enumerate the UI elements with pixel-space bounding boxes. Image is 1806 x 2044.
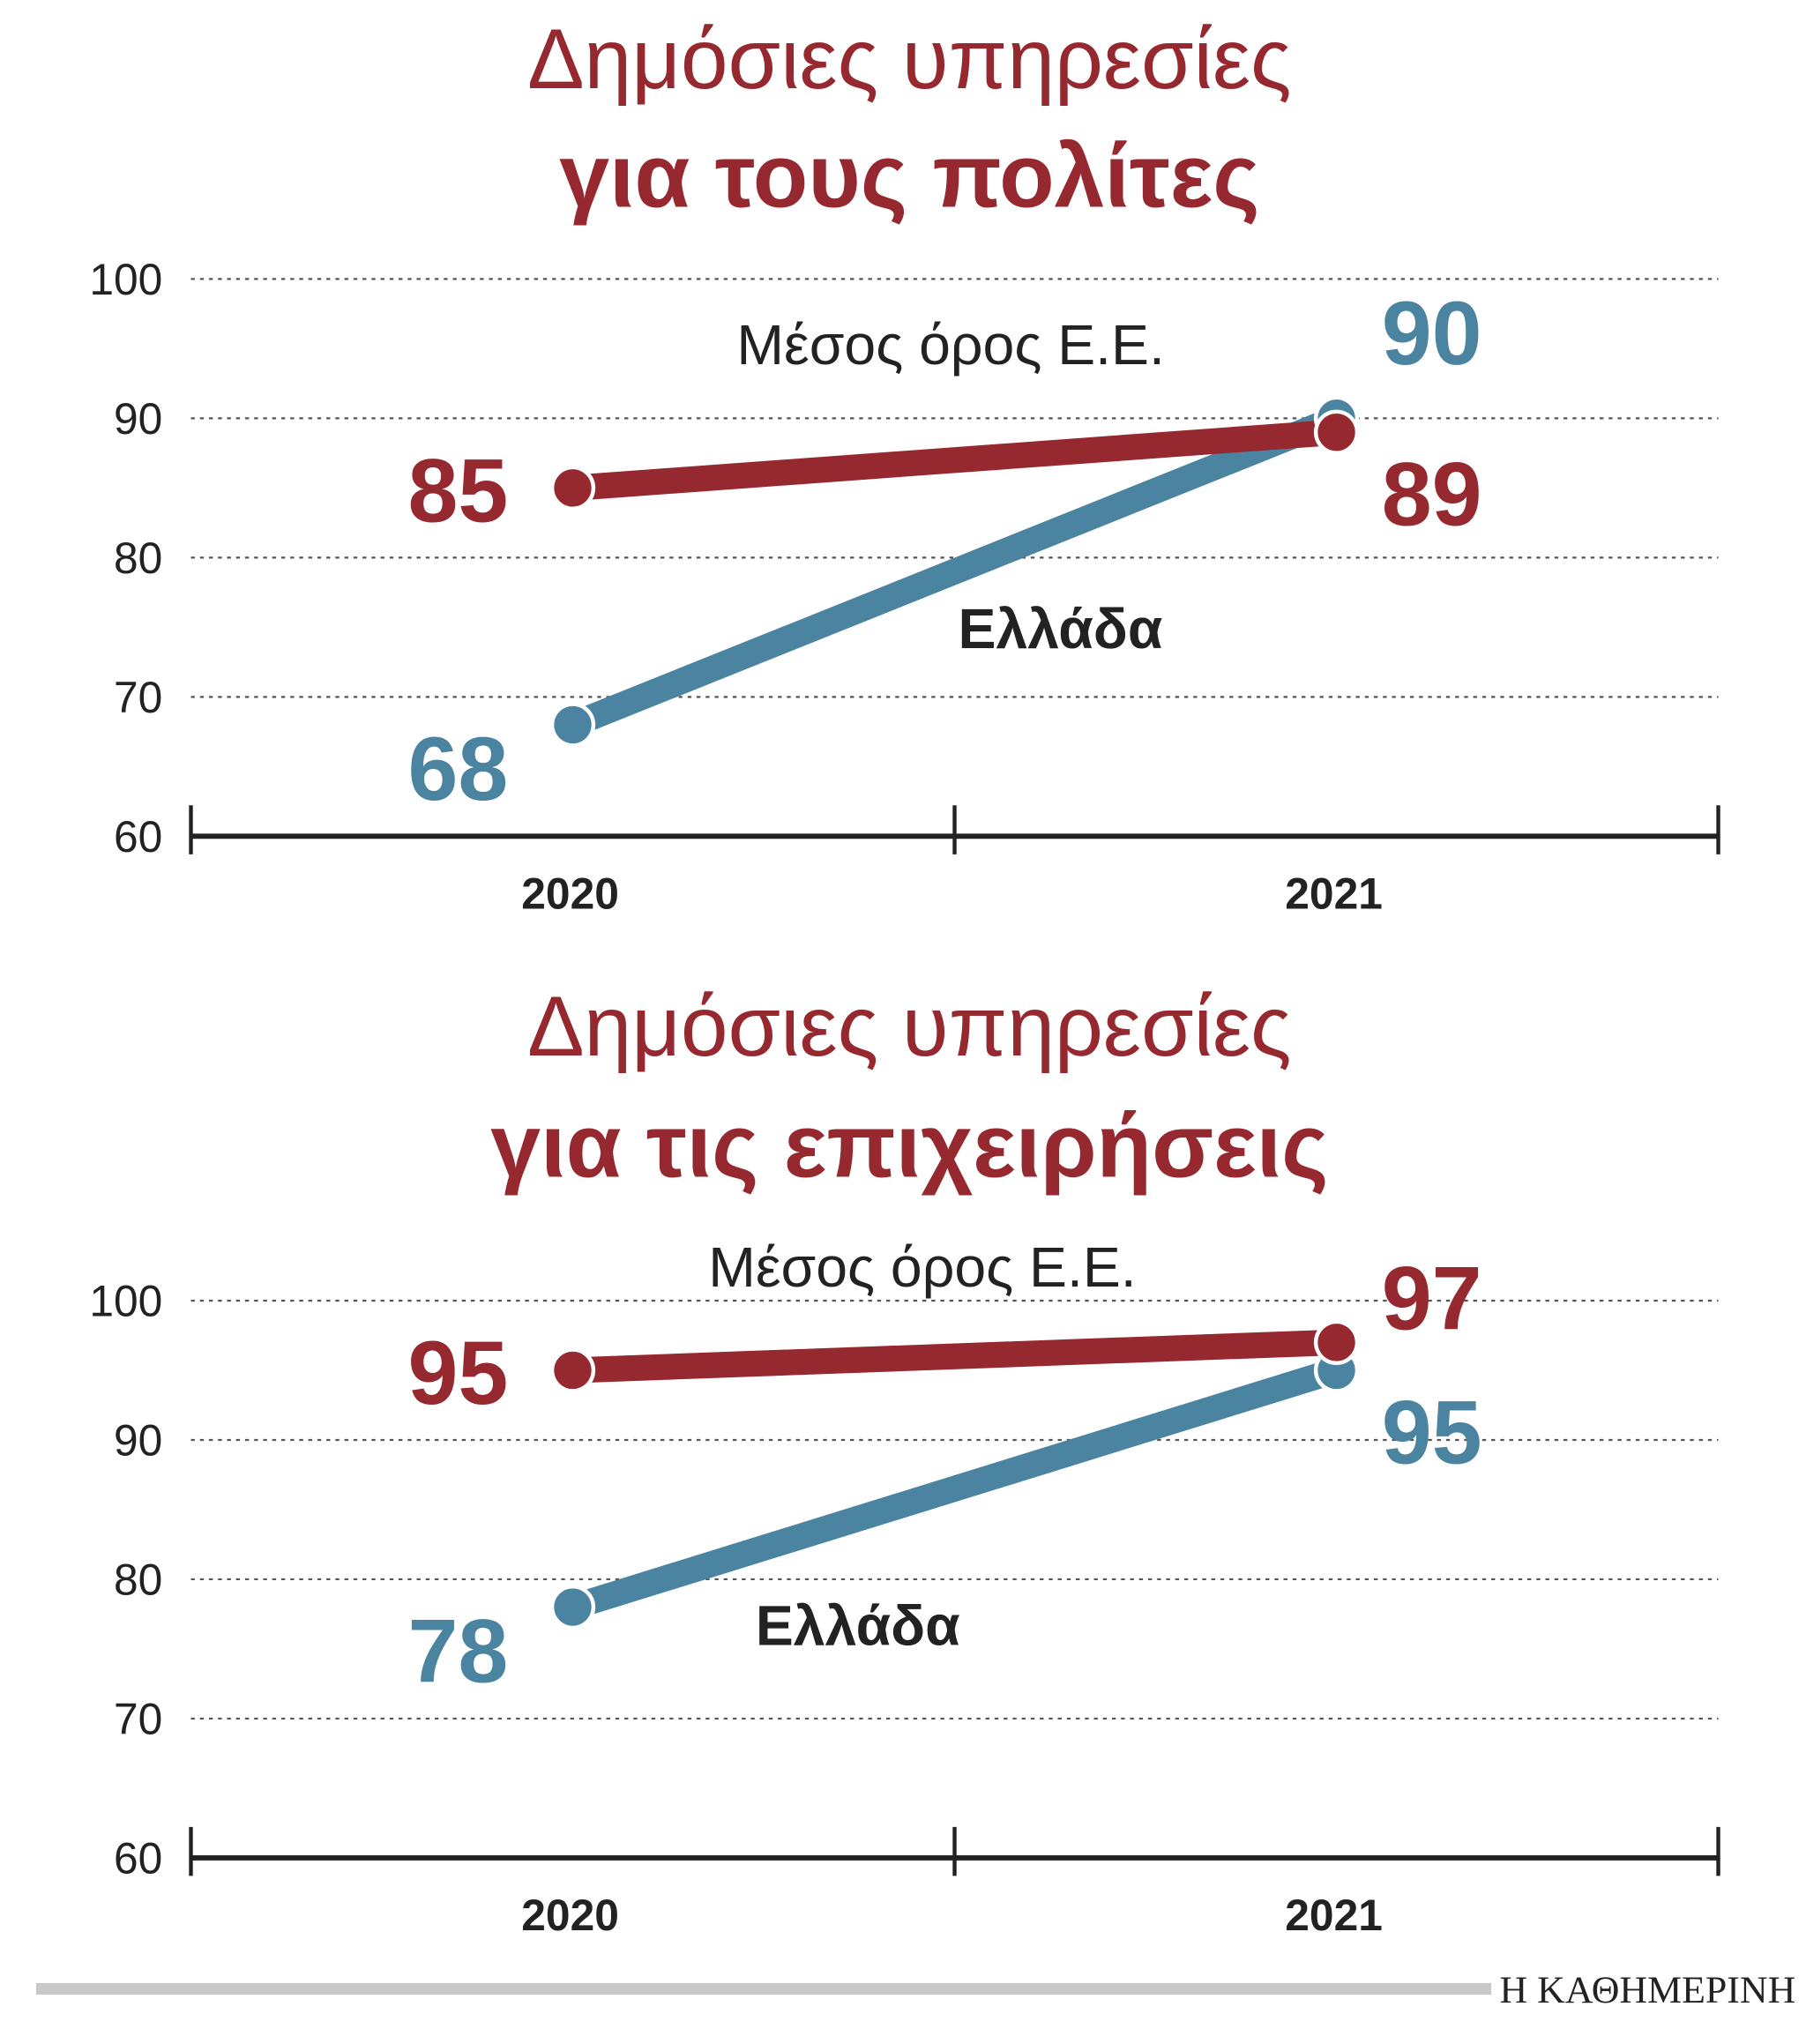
y-tick-label: 70 (114, 1694, 162, 1743)
y-tick-label: 70 (114, 673, 162, 722)
y-tick-label: 80 (114, 533, 162, 583)
point (1313, 409, 1360, 455)
series-line (571, 419, 1338, 501)
series-label: Μέσος όρος Ε.Ε. (736, 313, 1164, 377)
value-label: 90 (1382, 282, 1482, 384)
chart-title: Δημόσιες υπηρεσίες (527, 980, 1291, 1074)
series-line (569, 1357, 1340, 1620)
value-label: 89 (1382, 444, 1482, 545)
point (1313, 1319, 1360, 1365)
y-tick-label: 100 (89, 1277, 162, 1326)
y-tick-label: 80 (114, 1555, 162, 1605)
chart-subtitle: για τις επιχειρήσεις (490, 1095, 1328, 1197)
series-line (571, 1329, 1338, 1384)
value-label: 85 (407, 439, 508, 541)
y-tick-label: 60 (114, 812, 162, 862)
point (549, 1347, 596, 1393)
series-label: Ελλάδα (756, 1594, 960, 1658)
point (549, 465, 596, 511)
value-label: 68 (407, 718, 508, 819)
value-label: 95 (1382, 1381, 1482, 1482)
series-label: Ελλάδα (959, 597, 1163, 660)
x-tick-label: 2021 (1285, 1891, 1383, 1940)
y-tick-label: 90 (114, 394, 162, 444)
value-label: 97 (1382, 1248, 1482, 1349)
chart-title: Δημόσιες υπηρεσίες (527, 12, 1291, 107)
y-tick-label: 90 (114, 1416, 162, 1466)
series-label: Μέσος όρος Ε.Ε. (708, 1235, 1136, 1299)
point (549, 1584, 596, 1630)
x-tick-label: 2020 (521, 1891, 619, 1940)
footer-bar (35, 1982, 1492, 1995)
y-tick-label: 60 (114, 1833, 162, 1883)
credit: Η ΚΑΘΗΜΕΡΙΝΗ (1500, 1969, 1796, 2011)
x-tick-label: 2020 (521, 869, 619, 918)
value-label: 95 (407, 1322, 508, 1423)
x-tick-label: 2021 (1285, 869, 1383, 918)
chart-subtitle: για τους πολίτες (559, 124, 1259, 226)
y-tick-label: 100 (89, 255, 162, 304)
point (549, 702, 596, 748)
series-line (568, 406, 1341, 737)
value-label: 78 (407, 1600, 508, 1701)
